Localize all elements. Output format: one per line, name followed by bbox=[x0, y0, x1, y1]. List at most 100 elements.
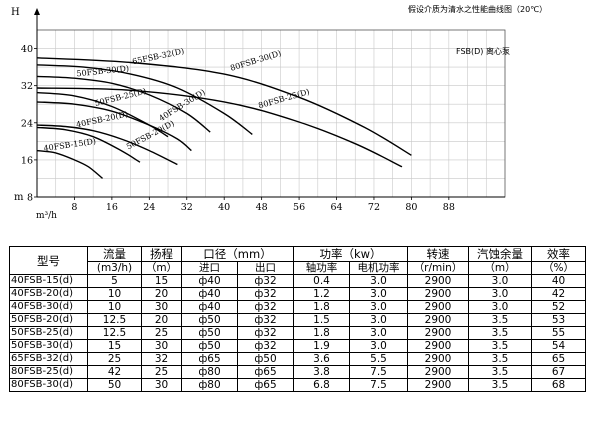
header-npsh-unit: （m） bbox=[468, 261, 533, 275]
curve-label: 80FSB-30(D) bbox=[229, 49, 282, 73]
table-cell: 55 bbox=[531, 326, 587, 340]
table-cell: 3.0 bbox=[348, 326, 409, 340]
curve-40fsb-20(d) bbox=[36, 126, 141, 163]
table-cell: 80FSB-30(d) bbox=[9, 378, 88, 392]
header-npsh: 汽蚀余量 bbox=[468, 246, 533, 262]
x-tick-label: 72 bbox=[368, 202, 380, 213]
y-axis-label: H bbox=[11, 7, 20, 18]
table-cell: 15 bbox=[87, 339, 142, 353]
x-tick-label: 8 bbox=[71, 202, 77, 213]
header-caliber: 口径（mm） bbox=[181, 246, 294, 262]
table-cell: 3.5 bbox=[468, 352, 533, 366]
table-cell: 65FSB-32(d) bbox=[9, 352, 88, 366]
chart-note: 假设介质为清水之性能曲线图（20℃） bbox=[408, 5, 548, 14]
table-cell: 40FSB-15(d) bbox=[9, 274, 88, 288]
table-cell: 54 bbox=[531, 339, 587, 353]
table-cell: 20 bbox=[141, 287, 182, 301]
table-cell: 3.5 bbox=[468, 339, 533, 353]
table-row: 80FSB-25(d) 42 25 ф80 ф65 3.8 7.5 2900 3.5 67 bbox=[9, 365, 587, 379]
spec-table-body: 40FSB-15(d) 5 15 ф40 ф32 0.4 3.0 2900 3.0 40 40FSB… bbox=[9, 274, 587, 392]
table-row: 50FSB-25(d) 12.5 25 ф50 ф32 1.8 3.0 2900 3.5 55 bbox=[9, 326, 587, 340]
table-cell: ф50 bbox=[181, 326, 238, 340]
header-inlet: 进口 bbox=[181, 261, 238, 275]
x-tick-label: 80 bbox=[405, 202, 417, 213]
chart-curve-labels: 40FSB-15(D)40FSB-20(D)50FSB-20(D)40FSB-3… bbox=[43, 47, 311, 154]
table-cell: 3.6 bbox=[293, 352, 350, 366]
table-cell: 3.0 bbox=[468, 287, 533, 301]
table-cell: 80FSB-25(d) bbox=[9, 365, 88, 379]
table-cell: 65 bbox=[531, 352, 587, 366]
table-cell: 2900 bbox=[407, 339, 470, 353]
table-row: 65FSB-32(d) 25 32 ф65 ф50 3.6 5.5 2900 3.5 65 bbox=[9, 352, 587, 366]
table-cell: 2900 bbox=[407, 313, 470, 327]
header-speed: 转速 bbox=[407, 246, 470, 262]
table-cell: 42 bbox=[87, 365, 142, 379]
table-cell: 6.8 bbox=[293, 378, 350, 392]
table-cell: ф65 bbox=[237, 365, 294, 379]
table-cell: 20 bbox=[141, 313, 182, 327]
table-row: 50FSB-30(d) 15 30 ф50 ф32 1.9 3.0 2900 3.5 54 bbox=[9, 339, 587, 353]
table-cell: 30 bbox=[141, 300, 182, 314]
table-cell: 25 bbox=[141, 365, 182, 379]
table-cell: 40 bbox=[531, 274, 587, 288]
x-tick-label: 48 bbox=[256, 202, 268, 213]
table-row: 40FSB-20(d) 10 20 ф40 ф32 1.2 3.0 2900 3.0 42 bbox=[9, 287, 587, 301]
curve-label: 40FSB-15(D) bbox=[43, 137, 97, 153]
table-cell: 3.0 bbox=[468, 274, 533, 288]
table-cell: ф32 bbox=[237, 339, 294, 353]
table-cell: 2900 bbox=[407, 365, 470, 379]
table-cell: 2900 bbox=[407, 352, 470, 366]
table-cell: ф40 bbox=[181, 300, 238, 314]
table-cell: 12.5 bbox=[87, 326, 142, 340]
curve-label: 65FSB-32(D) bbox=[131, 47, 184, 67]
header-flow-unit: (m3/h) bbox=[87, 261, 142, 275]
table-cell: ф80 bbox=[181, 365, 238, 379]
table-cell: ф50 bbox=[181, 313, 238, 327]
table-cell: 3.8 bbox=[293, 365, 350, 379]
header-motor-power: 电机功率 bbox=[348, 261, 409, 275]
curve-80fsb-30(d) bbox=[36, 57, 412, 156]
x-tick-label: 56 bbox=[293, 202, 305, 213]
table-cell: 3.5 bbox=[468, 378, 533, 392]
curve-50fsb-25(d) bbox=[36, 101, 192, 152]
y-axis-unit: m bbox=[14, 192, 24, 203]
table-cell: 3.5 bbox=[468, 365, 533, 379]
chart-grid bbox=[37, 30, 505, 197]
x-tick-label: 88 bbox=[443, 202, 455, 213]
table-cell: ф65 bbox=[237, 378, 294, 392]
table-row: 40FSB-30(d) 10 30 ф40 ф32 1.8 3.0 2900 3.0 52 bbox=[9, 300, 587, 314]
table-cell: 15 bbox=[141, 274, 182, 288]
table-cell: 0.4 bbox=[293, 274, 350, 288]
table-cell: 68 bbox=[531, 378, 587, 392]
table-cell: 1.8 bbox=[293, 300, 350, 314]
curve-label: 40FSB-20(D) bbox=[75, 110, 128, 130]
table-cell: 3.0 bbox=[348, 300, 409, 314]
curve-label: 50FSB-30(D) bbox=[76, 64, 129, 78]
x-tick-label: 24 bbox=[143, 202, 155, 213]
y-tick-label: 24 bbox=[21, 118, 33, 129]
table-cell: 50FSB-20(d) bbox=[9, 313, 88, 327]
table-cell: ф65 bbox=[181, 352, 238, 366]
table-cell: 50 bbox=[87, 378, 142, 392]
header-power: 功率（kw） bbox=[292, 246, 409, 262]
table-cell: 1.8 bbox=[293, 326, 350, 340]
table-cell: 7.5 bbox=[348, 378, 409, 392]
y-tick-label: 8 bbox=[27, 193, 33, 204]
table-cell: 40FSB-30(d) bbox=[9, 300, 88, 314]
table-cell: ф32 bbox=[237, 287, 294, 301]
table-cell: 52 bbox=[531, 300, 587, 314]
table-cell: ф32 bbox=[237, 313, 294, 327]
y-axis-arrow bbox=[34, 8, 40, 15]
table-cell: 5.5 bbox=[348, 352, 409, 366]
table-cell: 10 bbox=[87, 300, 142, 314]
table-cell: 1.2 bbox=[293, 287, 350, 301]
table-cell: 30 bbox=[141, 378, 182, 392]
x-tick-label: 32 bbox=[181, 202, 193, 213]
table-cell: ф50 bbox=[181, 339, 238, 353]
table-cell: 42 bbox=[531, 287, 587, 301]
table-cell: 25 bbox=[141, 326, 182, 340]
x-tick-label: 16 bbox=[106, 202, 118, 213]
header-flow: 流量 bbox=[87, 246, 142, 262]
